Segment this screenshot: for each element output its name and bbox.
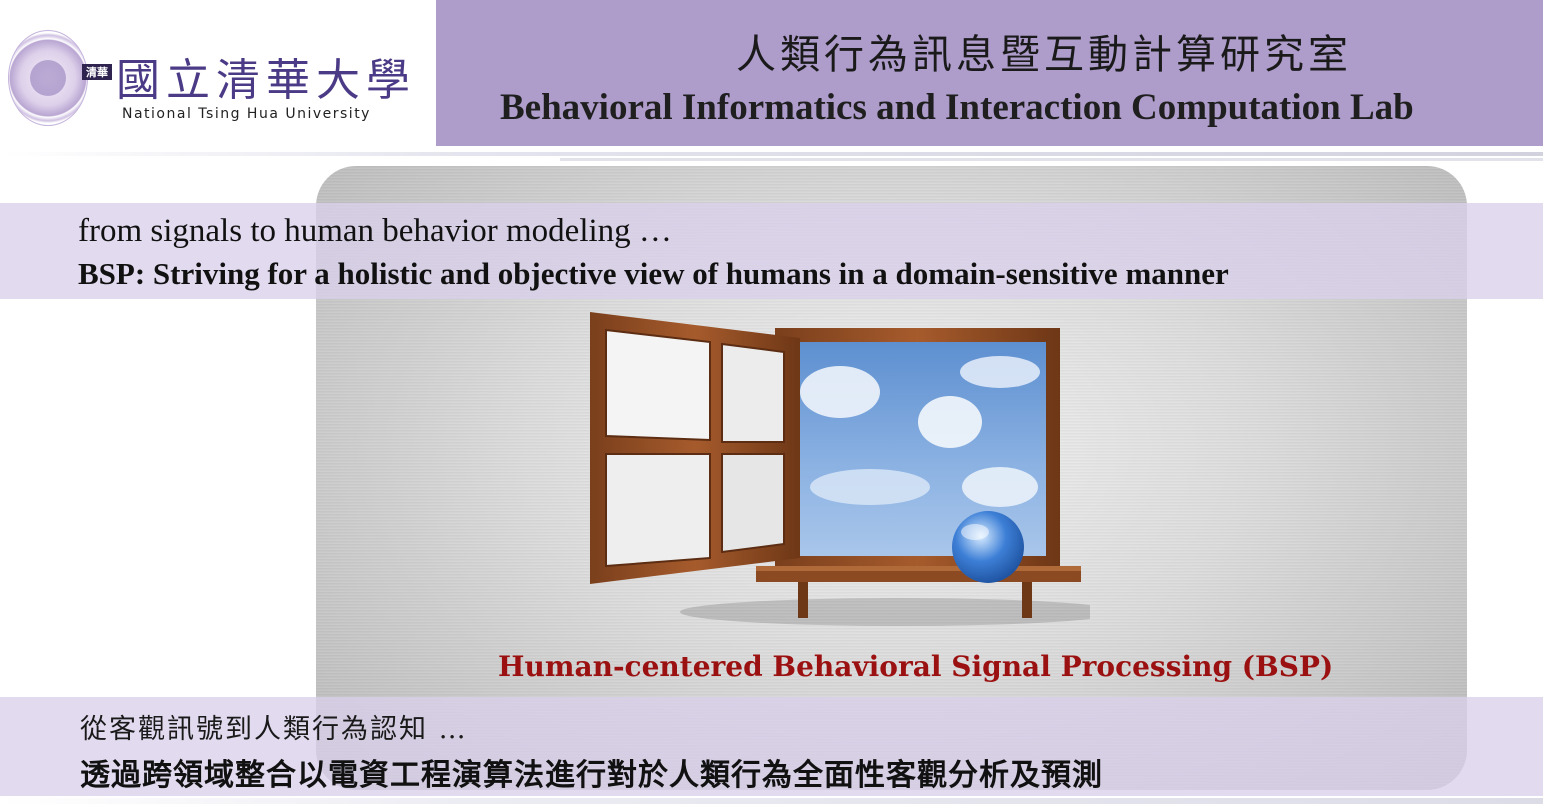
header-divider-secondary (560, 158, 1543, 161)
chinese-intro-line: 從客觀訊號到人類行為認知 … (80, 714, 468, 745)
university-name-cn: 國立清華大學 (116, 55, 416, 106)
seal-mark: 清華 (82, 64, 112, 80)
university-seal-icon (8, 30, 88, 126)
chinese-summary-line: 透過跨領域整合以電資工程演算法進行對於人類行為全面性客觀分析及預測 (80, 758, 1103, 793)
bsp-tagline: BSP: Striving for a holistic and objecti… (78, 256, 1229, 291)
header-divider (0, 152, 1543, 156)
footer-divider (0, 798, 1543, 804)
university-name-en: National Tsing Hua University (122, 106, 371, 122)
lab-title-en: Behavioral Informatics and Interaction C… (500, 87, 1414, 128)
lab-title-banner: 人類行為訊息暨互動計算研究室 Behavioral Informatics an… (436, 0, 1543, 146)
illustration-caption: Human-centered Behavioral Signal Process… (498, 650, 1334, 683)
lab-title-cn: 人類行為訊息暨互動計算研究室 (736, 32, 1352, 78)
intro-band (0, 203, 1543, 299)
open-window-illustration (590, 312, 1090, 626)
university-logo-area: 清華 國立清華大學 National Tsing Hua University (0, 0, 436, 150)
intro-line: from signals to human behavior modeling … (78, 213, 672, 249)
chinese-summary-band (0, 697, 1543, 796)
